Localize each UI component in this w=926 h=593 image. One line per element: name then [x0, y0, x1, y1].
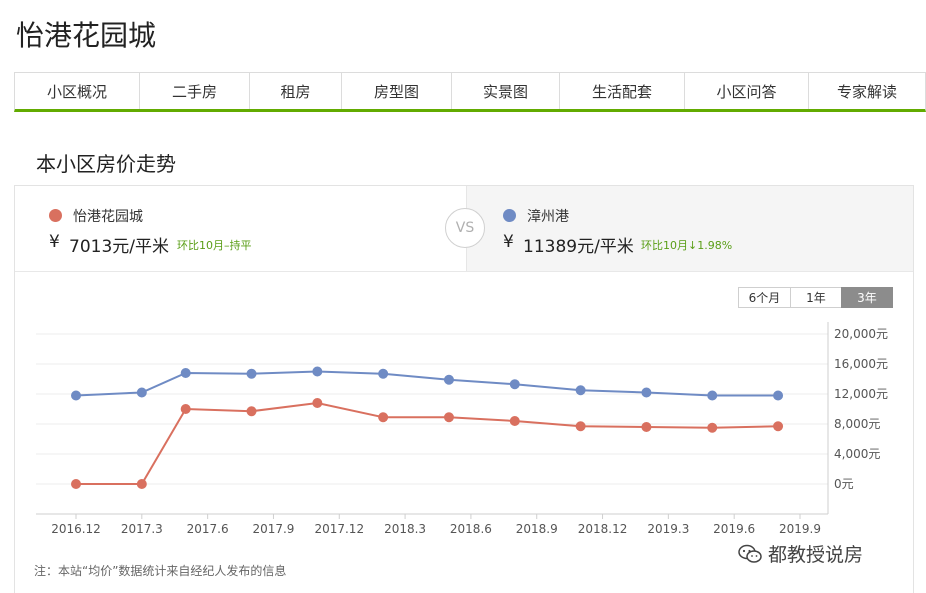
x-tick-label: 2018.3 [384, 522, 426, 536]
tab-expert[interactable]: 专家解读 [836, 82, 897, 101]
data-point [312, 398, 323, 408]
page-title: 怡港花园城 [16, 19, 157, 52]
y-tick-label: 12,000元 [834, 387, 888, 401]
community-legend-dot [49, 209, 62, 222]
data-point [641, 387, 652, 398]
x-tick-label: 2018.6 [450, 522, 492, 536]
community-change: 环比10月–持平 [177, 239, 252, 252]
tab-amenities[interactable]: 生活配套 [560, 73, 685, 109]
area-legend-dot [503, 209, 516, 222]
data-point [575, 385, 586, 396]
x-tick-label: 2019.3 [647, 522, 689, 536]
time-range-selector: 6个月 1年 3年 [738, 287, 893, 308]
data-point [71, 390, 81, 401]
x-tick-label: 2019.6 [713, 522, 755, 536]
data-point [443, 374, 454, 385]
tab-photos[interactable]: 实景图 [452, 73, 560, 109]
footer-note: 注：本站“均价”数据统计来自经纪人发布的信息 [34, 564, 287, 578]
data-point [575, 421, 586, 432]
range-6-months[interactable]: 6个月 [738, 287, 791, 308]
y-tick-label: 16,000元 [834, 357, 888, 371]
wechat-icon [738, 544, 762, 563]
data-point [180, 368, 191, 378]
compare-community: 怡港花园城 ¥ 7013元/平米 环比10月–持平 [15, 186, 466, 271]
data-point [509, 379, 520, 390]
range-3-years[interactable]: 3年 [841, 287, 893, 308]
x-tick-label: 2017.6 [187, 522, 229, 536]
series-line [75, 370, 779, 397]
data-point [707, 422, 718, 433]
community-name: 怡港花园城 [73, 209, 143, 225]
y-tick-label: 8,000元 [834, 417, 880, 431]
series-line [76, 401, 779, 485]
data-point [71, 479, 81, 489]
data-point [246, 406, 257, 417]
x-tick-label: 2017.12 [314, 522, 364, 536]
x-tick-label: 2019.9 [779, 522, 821, 536]
area-currency: ¥ [503, 232, 514, 252]
tab-bar: 小区概况 二手房 租房 房型图 实景图 生活配套 小区问答 专家解读 [14, 72, 926, 112]
data-point [378, 368, 389, 379]
x-tick-label: 2018.12 [578, 522, 628, 536]
watermark: 都教授说房 [738, 540, 863, 567]
y-tick-label: 4,000元 [834, 447, 880, 461]
data-point [180, 404, 191, 414]
watermark-text: 都教授说房 [768, 544, 864, 566]
data-point [378, 412, 389, 423]
community-price: 7013元/平米 [69, 237, 169, 257]
section-title: 本小区房价走势 [36, 152, 176, 176]
data-point [312, 366, 323, 377]
data-point [136, 387, 147, 398]
price-trend-panel: 怡港花园城 ¥ 7013元/平米 环比10月–持平 漳州港 ¥ 11389元/平… [14, 185, 914, 593]
x-tick-label: 2017.3 [121, 522, 163, 536]
x-tick-label: 2017.9 [252, 522, 294, 536]
range-1-year[interactable]: 1年 [790, 287, 842, 308]
tab-floor-plans[interactable]: 房型图 [342, 73, 452, 109]
tab-overview[interactable]: 小区概况 [15, 73, 140, 109]
community-currency: ¥ [49, 232, 60, 252]
price-compare: 怡港花园城 ¥ 7013元/平米 环比10月–持平 漳州港 ¥ 11389元/平… [15, 186, 913, 272]
area-price: 11389元/平米 [523, 237, 634, 257]
data-point [443, 412, 454, 423]
data-point [707, 390, 718, 401]
area-name: 漳州港 [527, 209, 569, 225]
compare-area: 漳州港 ¥ 11389元/平米 环比10月↓1.98% [466, 186, 913, 271]
x-tick-label: 2018.9 [516, 522, 558, 536]
x-tick-label: 2016.12 [51, 522, 101, 536]
data-point [136, 479, 147, 489]
area-change: 环比10月↓1.98% [641, 239, 733, 252]
data-point [773, 421, 784, 432]
data-point [246, 368, 257, 379]
tab-rent[interactable]: 租房 [250, 73, 342, 109]
y-tick-label: 20,000元 [834, 327, 888, 341]
data-point [509, 416, 520, 426]
data-point [641, 422, 652, 432]
tab-qa[interactable]: 小区问答 [685, 73, 809, 109]
vs-badge: VS [445, 208, 485, 248]
data-point [773, 390, 784, 401]
y-tick-label: 0元 [834, 477, 854, 491]
tab-second-hand[interactable]: 二手房 [140, 73, 250, 109]
